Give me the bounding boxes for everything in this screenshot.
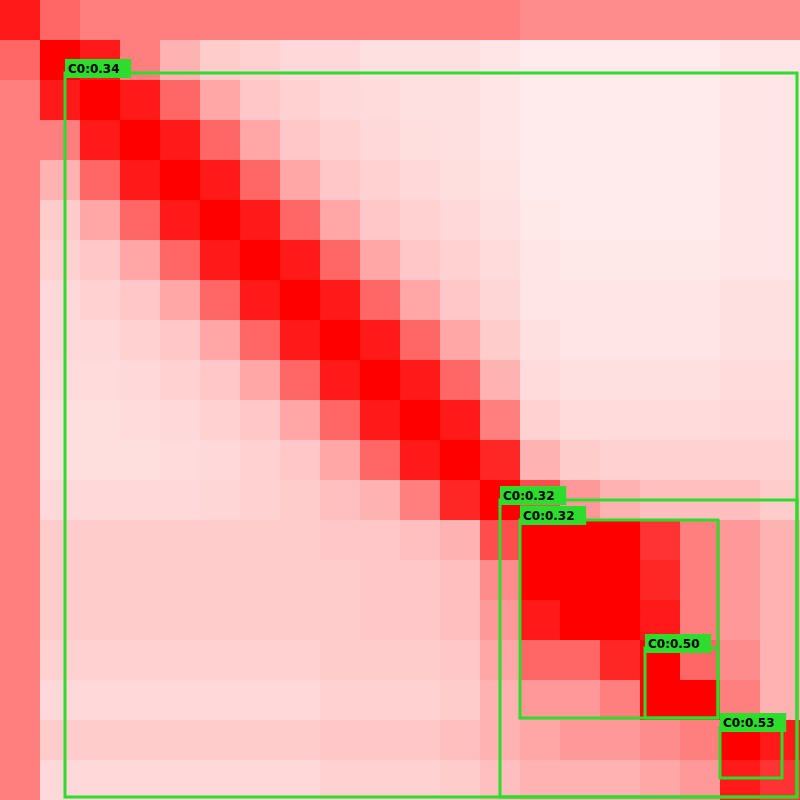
svg-text:C0:0.53: C0:0.53: [723, 716, 775, 730]
svg-text:C0:0.32: C0:0.32: [523, 509, 575, 523]
svg-text:C0:0.34: C0:0.34: [68, 62, 120, 76]
svg-text:C0:0.50: C0:0.50: [648, 637, 700, 651]
svg-text:C0:0.32: C0:0.32: [503, 489, 555, 503]
